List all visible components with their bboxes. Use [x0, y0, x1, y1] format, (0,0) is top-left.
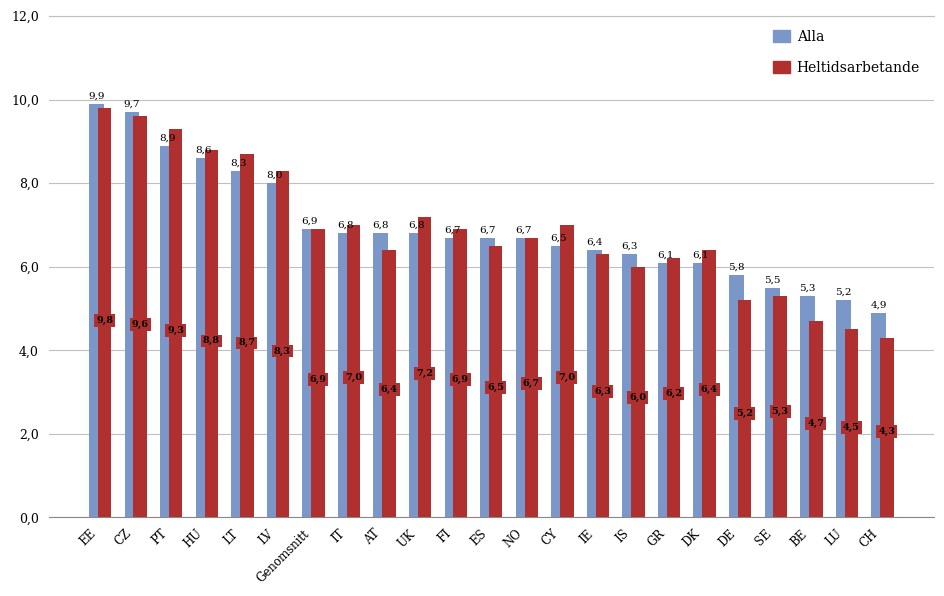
Text: 6,8: 6,8 — [372, 221, 389, 230]
Text: 6,9: 6,9 — [301, 217, 318, 226]
Bar — [560, 225, 573, 517]
Bar — [311, 229, 325, 517]
Bar — [231, 170, 245, 517]
Text: 6,2: 6,2 — [665, 389, 682, 398]
Text: 6,4: 6,4 — [585, 238, 602, 247]
Text: 6,4: 6,4 — [380, 384, 397, 393]
Text: 6,8: 6,8 — [337, 221, 353, 230]
Text: 8,6: 8,6 — [194, 146, 211, 155]
Text: 6,1: 6,1 — [692, 250, 708, 259]
Text: 8,8: 8,8 — [203, 337, 220, 346]
Bar — [870, 313, 885, 517]
Text: 6,7: 6,7 — [444, 225, 460, 234]
Bar — [488, 246, 502, 517]
Bar — [417, 217, 430, 517]
Bar — [133, 116, 146, 517]
Bar — [693, 263, 708, 517]
Bar — [373, 234, 388, 517]
Text: 6,5: 6,5 — [549, 234, 566, 243]
Text: 5,5: 5,5 — [763, 275, 780, 284]
Bar — [515, 238, 530, 517]
Bar — [737, 300, 750, 517]
Bar — [764, 288, 779, 517]
Text: 6,3: 6,3 — [621, 242, 637, 251]
Text: 4,9: 4,9 — [869, 300, 886, 309]
Text: 5,8: 5,8 — [728, 263, 744, 272]
Bar — [338, 234, 352, 517]
Text: 6,4: 6,4 — [700, 384, 716, 393]
Text: 8,9: 8,9 — [160, 134, 176, 142]
Text: 5,2: 5,2 — [834, 288, 851, 297]
Bar — [631, 267, 644, 517]
Bar — [169, 129, 182, 517]
Bar — [800, 296, 815, 517]
Text: 6,8: 6,8 — [408, 221, 424, 230]
Text: 6,7: 6,7 — [522, 378, 539, 387]
Bar — [382, 250, 396, 517]
Text: 6,7: 6,7 — [514, 225, 531, 234]
Text: 6,9: 6,9 — [309, 374, 326, 384]
Bar — [879, 338, 893, 517]
Text: 6,3: 6,3 — [593, 387, 610, 396]
Bar — [666, 259, 680, 517]
Text: 9,8: 9,8 — [96, 316, 113, 325]
Bar — [89, 104, 104, 517]
Bar — [595, 254, 609, 517]
Bar — [302, 229, 317, 517]
Bar — [266, 183, 281, 517]
Text: 6,9: 6,9 — [451, 374, 468, 384]
Text: 5,3: 5,3 — [799, 284, 815, 293]
Text: 7,0: 7,0 — [558, 372, 575, 381]
Legend: Alla, Heltidsarbetande: Alla, Heltidsarbetande — [766, 23, 926, 82]
Bar — [524, 238, 537, 517]
Text: 7,0: 7,0 — [345, 372, 362, 381]
Text: 9,7: 9,7 — [124, 100, 140, 109]
Bar — [772, 296, 786, 517]
Bar — [98, 108, 111, 517]
Bar — [240, 154, 253, 517]
Text: 4,3: 4,3 — [878, 427, 895, 436]
Text: 6,7: 6,7 — [479, 225, 496, 234]
Text: 9,3: 9,3 — [167, 327, 184, 336]
Bar — [586, 250, 601, 517]
Bar — [409, 234, 424, 517]
Bar — [657, 263, 672, 517]
Bar — [195, 158, 211, 517]
Text: 4,5: 4,5 — [842, 423, 859, 432]
Bar — [204, 150, 218, 517]
Bar — [550, 246, 565, 517]
Text: 8,3: 8,3 — [230, 159, 246, 167]
Text: 5,2: 5,2 — [735, 409, 752, 418]
Text: 8,7: 8,7 — [238, 339, 255, 347]
Text: 6,0: 6,0 — [629, 393, 646, 402]
Bar — [844, 330, 857, 517]
Text: 8,3: 8,3 — [274, 346, 291, 355]
Bar — [346, 225, 360, 517]
Bar — [444, 238, 459, 517]
Bar — [834, 300, 850, 517]
Bar — [125, 112, 140, 517]
Bar — [480, 238, 495, 517]
Text: 4,7: 4,7 — [806, 418, 823, 428]
Bar — [453, 229, 466, 517]
Bar — [701, 250, 716, 517]
Text: 6,1: 6,1 — [656, 250, 673, 259]
Text: 8,0: 8,0 — [265, 171, 282, 180]
Bar — [276, 170, 289, 517]
Bar — [160, 145, 175, 517]
Bar — [808, 321, 821, 517]
Text: 9,6: 9,6 — [131, 321, 148, 330]
Text: 5,3: 5,3 — [771, 406, 788, 415]
Bar — [622, 254, 636, 517]
Bar — [728, 275, 743, 517]
Text: 6,5: 6,5 — [487, 383, 504, 392]
Text: 7,2: 7,2 — [415, 368, 432, 378]
Text: 9,9: 9,9 — [88, 92, 105, 101]
